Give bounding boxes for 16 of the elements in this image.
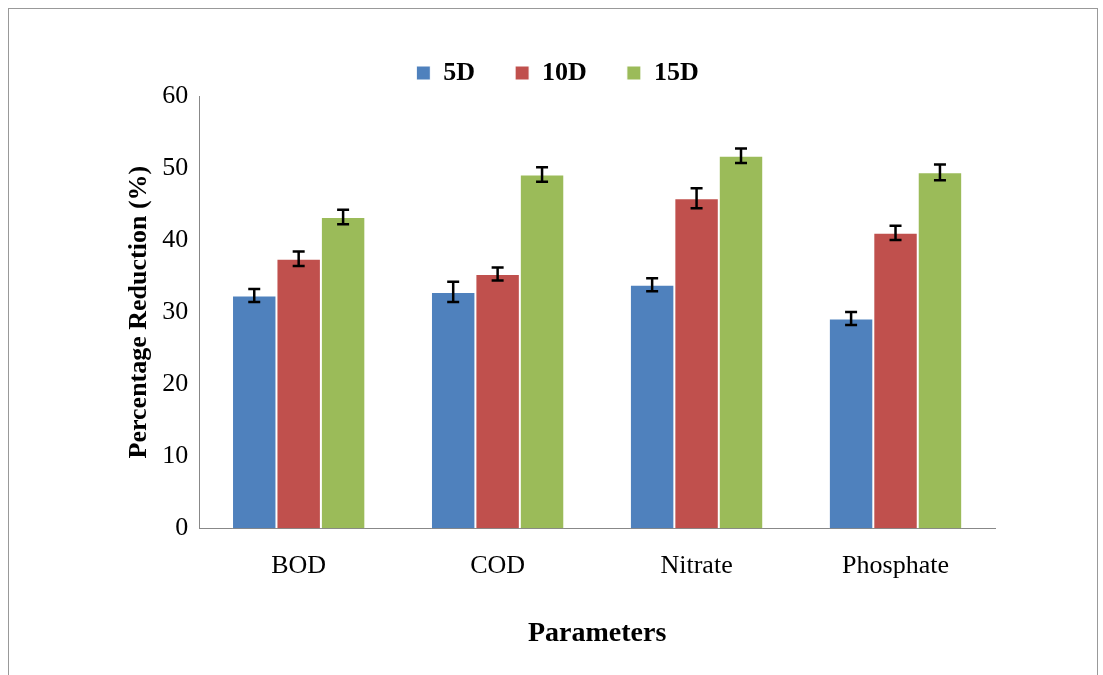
y-tick-label: 40 [162, 223, 189, 253]
y-tick-label: 60 [162, 79, 189, 109]
legend-label: 15D [653, 56, 699, 86]
x-tick-label: Phosphate [842, 549, 949, 579]
x-tick-label: BOD [271, 549, 327, 579]
x-axis-title: Parameters [527, 616, 667, 648]
y-tick-label: 0 [175, 512, 189, 542]
x-tick-label: Nitrate [660, 549, 733, 579]
y-axis-title: Percentage Reduction (%) [123, 165, 153, 459]
x-tick-label: COD [470, 549, 526, 579]
legend-label: 10D [542, 56, 587, 86]
y-tick-label: 50 [162, 151, 189, 181]
y-tick-label: 10 [162, 439, 189, 469]
y-tick-label: 20 [162, 367, 189, 397]
y-tick-label: 30 [162, 295, 189, 325]
legend-label: 5D [443, 56, 476, 86]
